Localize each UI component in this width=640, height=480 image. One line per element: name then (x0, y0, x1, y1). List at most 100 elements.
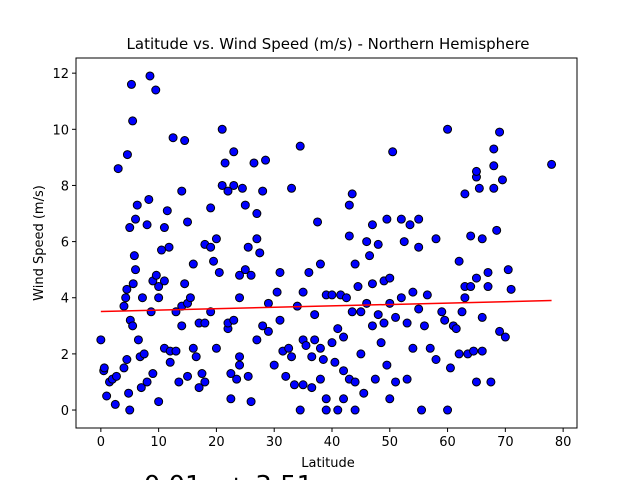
point (235, 293, 245, 303)
point (379, 318, 389, 328)
point (350, 377, 360, 387)
point (185, 293, 195, 303)
x-tick-label: 20 (208, 435, 225, 450)
point (235, 270, 245, 280)
point (206, 307, 216, 317)
point (399, 237, 409, 247)
x-tick-label: 80 (555, 435, 572, 450)
point (339, 332, 349, 342)
point (385, 273, 395, 283)
point (457, 307, 467, 317)
point (313, 217, 323, 227)
point (102, 391, 112, 401)
point (252, 234, 262, 244)
point (220, 158, 230, 168)
point (396, 214, 406, 224)
point (295, 141, 305, 151)
point (373, 310, 383, 320)
point (486, 377, 496, 387)
point (229, 180, 239, 190)
point (466, 231, 476, 241)
y-tick-label: 6 (61, 236, 69, 251)
point (165, 357, 175, 367)
point (339, 394, 349, 404)
point (315, 343, 325, 353)
point (119, 363, 129, 373)
point (388, 147, 398, 157)
point (443, 124, 453, 134)
point (154, 282, 164, 292)
point (347, 189, 357, 199)
point (469, 346, 479, 356)
point (232, 374, 242, 384)
point (443, 405, 453, 415)
point (263, 298, 273, 308)
point (295, 405, 305, 415)
point (258, 186, 268, 196)
point (310, 335, 320, 345)
point (466, 282, 476, 292)
point (431, 234, 441, 244)
point (382, 360, 392, 370)
point (151, 85, 161, 95)
point (359, 388, 369, 398)
point (235, 360, 245, 370)
point (159, 223, 169, 233)
point (370, 374, 380, 384)
point (174, 377, 184, 387)
point (211, 234, 221, 244)
point (414, 242, 424, 252)
point (489, 161, 499, 171)
point (339, 366, 349, 376)
point (162, 206, 172, 216)
point (495, 127, 505, 137)
point (402, 318, 412, 328)
point (367, 220, 377, 230)
point (188, 259, 198, 269)
point (474, 183, 484, 193)
point (489, 183, 499, 193)
x-axis-label: Latitude (301, 456, 355, 471)
point (477, 234, 487, 244)
x-tick-label: 70 (497, 435, 514, 450)
point (385, 394, 395, 404)
point (408, 287, 418, 297)
point (243, 242, 253, 252)
point (310, 310, 320, 320)
point (483, 267, 493, 277)
point (217, 124, 227, 134)
point (154, 293, 164, 303)
point (126, 79, 136, 89)
point (188, 343, 198, 353)
point (122, 150, 132, 160)
point (477, 312, 487, 322)
point (214, 267, 224, 277)
point (376, 338, 386, 348)
y-tick-label: 8 (61, 179, 69, 194)
point (391, 377, 401, 387)
point (440, 315, 450, 325)
point (183, 371, 193, 381)
point (445, 363, 455, 373)
x-tick-label: 50 (382, 435, 399, 450)
point (206, 242, 216, 252)
point (460, 189, 470, 199)
point (240, 200, 250, 210)
point (307, 352, 317, 362)
point (226, 394, 236, 404)
point (142, 220, 152, 230)
point (408, 343, 418, 353)
point (497, 175, 507, 185)
point (246, 270, 256, 280)
point (460, 293, 470, 303)
point (356, 349, 366, 359)
point (125, 405, 135, 415)
point (321, 394, 331, 404)
point (243, 371, 253, 381)
point (304, 267, 314, 277)
point (506, 284, 516, 294)
point (151, 270, 161, 280)
